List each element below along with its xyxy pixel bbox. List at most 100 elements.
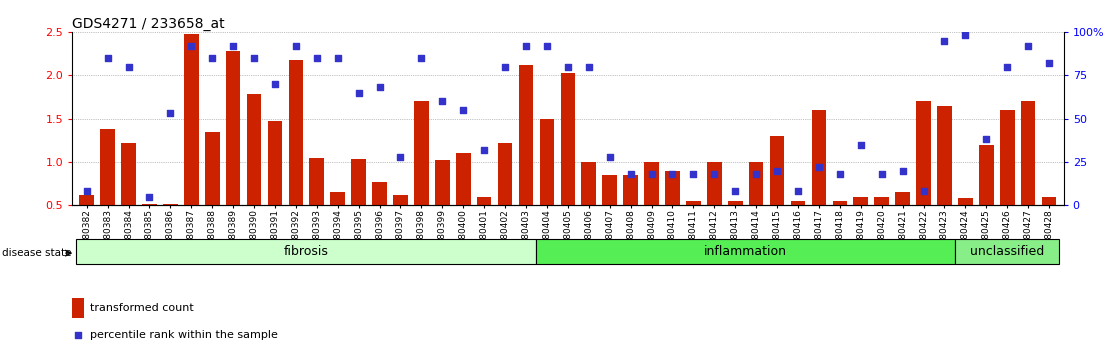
Bar (121, 143, 136, 249)
Point (78, 189, 95, 194)
Bar (497, 143, 512, 249)
Point (727, 189, 745, 194)
Bar (414, 101, 429, 249)
Bar (937, 105, 952, 249)
Text: GDS4271 / 233658_at: GDS4271 / 233658_at (72, 17, 225, 31)
Point (914, 189, 932, 194)
Bar (770, 136, 784, 249)
Point (601, 154, 618, 160)
Bar (707, 162, 721, 249)
Point (998, 64, 1016, 69)
Point (831, 171, 849, 177)
Point (120, 64, 137, 69)
Bar (999, 110, 1015, 249)
Bar (247, 94, 261, 249)
Text: percentile rank within the sample: percentile rank within the sample (90, 330, 278, 340)
Point (789, 189, 807, 194)
Point (287, 43, 305, 48)
Point (538, 43, 556, 48)
Point (391, 154, 409, 160)
Point (852, 142, 870, 147)
Bar (268, 121, 283, 249)
Point (873, 171, 891, 177)
Point (1040, 60, 1058, 66)
Point (350, 90, 368, 96)
Bar (330, 192, 345, 249)
Text: unclassified: unclassified (971, 245, 1045, 258)
Bar (624, 175, 638, 249)
Point (768, 168, 786, 173)
Bar (100, 129, 115, 249)
Bar (309, 158, 325, 249)
Bar (686, 201, 700, 249)
Point (245, 55, 263, 61)
Bar (895, 192, 910, 249)
Point (810, 164, 828, 170)
Point (69, 332, 86, 338)
Point (183, 43, 201, 48)
Bar (958, 198, 973, 249)
Bar (665, 171, 680, 249)
Point (475, 147, 493, 153)
Bar (811, 110, 827, 249)
Bar (393, 195, 408, 249)
Bar (832, 201, 848, 249)
Point (329, 55, 347, 61)
Bar (1020, 101, 1036, 249)
Point (894, 168, 912, 173)
Bar (519, 65, 533, 249)
Bar (476, 197, 492, 249)
Point (560, 64, 577, 69)
Bar (979, 144, 994, 249)
Point (664, 171, 681, 177)
Text: disease state: disease state (2, 248, 72, 258)
Point (454, 107, 472, 113)
Point (266, 81, 284, 87)
Point (433, 98, 451, 104)
Bar (184, 34, 198, 249)
Point (162, 110, 179, 116)
Bar (455, 153, 471, 249)
Bar (603, 175, 617, 249)
Point (685, 171, 702, 177)
Bar (791, 201, 806, 249)
Bar (351, 159, 366, 249)
Point (517, 43, 535, 48)
Bar (288, 59, 304, 249)
Bar (582, 162, 596, 249)
Bar (372, 182, 387, 249)
Point (412, 55, 430, 61)
Point (224, 43, 242, 48)
Bar (142, 204, 156, 249)
Point (747, 171, 765, 177)
Point (141, 194, 158, 200)
Point (1019, 43, 1037, 48)
Bar (80, 195, 94, 249)
Point (371, 85, 389, 90)
Bar (205, 132, 219, 249)
Bar (226, 51, 240, 249)
Point (935, 38, 953, 44)
Point (204, 55, 222, 61)
Point (308, 55, 326, 61)
Point (579, 64, 597, 69)
Bar (853, 197, 868, 249)
Bar (435, 160, 450, 249)
FancyBboxPatch shape (955, 239, 1059, 264)
Bar (163, 204, 177, 249)
Bar (874, 197, 889, 249)
Text: inflammation: inflammation (705, 245, 787, 258)
Bar (72, 297, 84, 318)
Bar (728, 201, 742, 249)
Text: fibrosis: fibrosis (284, 245, 329, 258)
FancyBboxPatch shape (536, 239, 955, 264)
Bar (644, 162, 659, 249)
Point (496, 64, 514, 69)
Point (99, 55, 116, 61)
Point (622, 171, 639, 177)
Point (956, 33, 974, 38)
Bar (540, 119, 554, 249)
Bar (749, 162, 763, 249)
Text: transformed count: transformed count (90, 303, 194, 313)
Point (706, 171, 724, 177)
